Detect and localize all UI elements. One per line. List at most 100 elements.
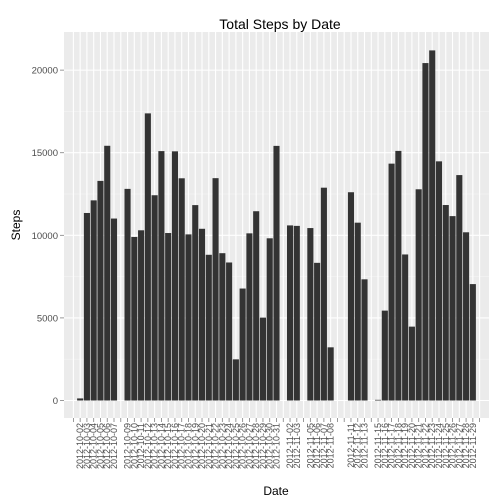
bar (286, 225, 294, 401)
x-tick-label: 2012-11-12 (353, 423, 363, 468)
bar (388, 163, 395, 401)
bar (469, 284, 476, 401)
x-tick-label: 2012-10-16 (170, 423, 180, 469)
y-tick-label: 0 (53, 396, 58, 407)
bar (192, 205, 199, 401)
bar (198, 228, 206, 401)
x-tick-label: 2012-10-03 (82, 423, 92, 469)
x-tick-label: 2012-11-29 (468, 423, 478, 468)
x-tick-label: 2012-11-15 (373, 423, 383, 468)
bar (232, 359, 239, 401)
bar (435, 161, 443, 401)
bar (138, 230, 145, 401)
x-tick-label: 2012-11-17 (387, 423, 397, 468)
bar (165, 233, 172, 401)
bars (77, 50, 476, 401)
bar (110, 218, 118, 401)
bar (422, 63, 429, 401)
bar (104, 145, 111, 401)
chart-title: Total Steps by Date (219, 16, 341, 32)
bar (381, 310, 388, 401)
x-tick-label: 2012-10-11 (136, 423, 146, 468)
bar (314, 262, 321, 401)
bar (97, 180, 104, 401)
bar (273, 145, 280, 401)
x-tick-label: 2012-11-05 (305, 423, 315, 468)
x-tick-label: 2012-10-21 (204, 423, 214, 469)
x-tick-label: 2012-10-29 (258, 423, 268, 469)
x-tick-label: 2012-10-09 (123, 423, 133, 469)
x-tick-label: 2012-10-18 (183, 423, 193, 469)
bar (253, 211, 260, 401)
bar (158, 151, 165, 401)
bar (131, 236, 138, 401)
bar (395, 150, 402, 401)
bar (90, 200, 97, 401)
bar (429, 50, 436, 401)
bar (77, 398, 84, 401)
bar (463, 232, 470, 401)
x-tick-label: 2012-10-20 (197, 423, 207, 469)
bar (375, 399, 382, 401)
bar (205, 254, 212, 401)
bar (402, 254, 409, 401)
x-tick-label: 2012-10-17 (177, 423, 187, 469)
y-tick-label: 10000 (32, 231, 58, 242)
bar (226, 262, 233, 401)
bar (293, 225, 300, 401)
bar (354, 222, 361, 401)
x-tick-label: 2012-10-22 (211, 423, 221, 469)
x-tick-label: 2012-10-06 (102, 423, 112, 469)
bar (442, 205, 449, 401)
x-tick-label: 2012-10-23 (217, 423, 227, 469)
bar (239, 288, 246, 401)
x-tick-label: 2012-11-19 (400, 423, 410, 468)
x-tick-label: 2012-10-15 (163, 423, 173, 469)
x-tick-label: 2012-10-19 (190, 423, 200, 469)
x-tick-label: 2012-11-02 (285, 423, 295, 468)
x-tick-label: 2012-11-11 (346, 423, 356, 468)
bar (144, 113, 151, 401)
x-tick-label: 2012-11-13 (360, 423, 370, 468)
x-tick-label: 2012-10-25 (231, 423, 241, 469)
x-tick-label: 2012-10-07 (109, 423, 119, 469)
x-tick-label: 2012-10-26 (238, 423, 248, 469)
bar (171, 151, 178, 401)
x-axis: 2012-10-022012-10-032012-10-042012-10-05… (72, 418, 481, 469)
x-tick-label: 2012-11-27 (454, 423, 464, 468)
x-tick-label: 2012-10-05 (95, 423, 105, 469)
x-tick-label: 2012-11-08 (326, 423, 336, 468)
x-tick-label: 2012-11-20 (407, 423, 417, 468)
x-tick-label: 2012-11-16 (380, 423, 390, 468)
bar (266, 238, 273, 401)
bar (259, 317, 267, 401)
bar (83, 212, 90, 401)
bar (361, 279, 368, 401)
x-tick-label: 2012-10-12 (143, 423, 153, 469)
x-tick-label: 2012-10-14 (156, 423, 166, 469)
bar (347, 192, 355, 401)
y-tick-label: 5000 (37, 313, 58, 324)
x-tick-label: 2012-10-28 (251, 423, 261, 469)
x-tick-label: 2012-10-10 (129, 423, 139, 469)
x-axis-title: Date (263, 484, 289, 498)
bar (415, 189, 422, 401)
x-tick-label: 2012-11-26 (448, 423, 458, 468)
bar (320, 187, 327, 401)
x-tick-label: 2012-11-03 (292, 423, 302, 468)
bar (185, 234, 192, 401)
bar (246, 233, 253, 401)
x-tick-label: 2012-11-06 (312, 423, 322, 468)
x-tick-label: 2012-10-30 (265, 423, 275, 469)
x-tick-label: 2012-10-04 (89, 423, 99, 469)
x-tick-label: 2012-10-31 (272, 423, 282, 469)
y-axis-title: Steps (9, 210, 23, 241)
bar (151, 195, 158, 401)
x-tick-label: 2012-11-23 (427, 423, 437, 468)
y-tick-label: 20000 (32, 66, 58, 77)
bar (178, 178, 185, 401)
x-tick-label: 2012-11-07 (319, 423, 329, 468)
y-tick-label: 15000 (32, 148, 58, 159)
bar (212, 178, 219, 401)
x-tick-label: 2012-11-18 (393, 423, 403, 468)
